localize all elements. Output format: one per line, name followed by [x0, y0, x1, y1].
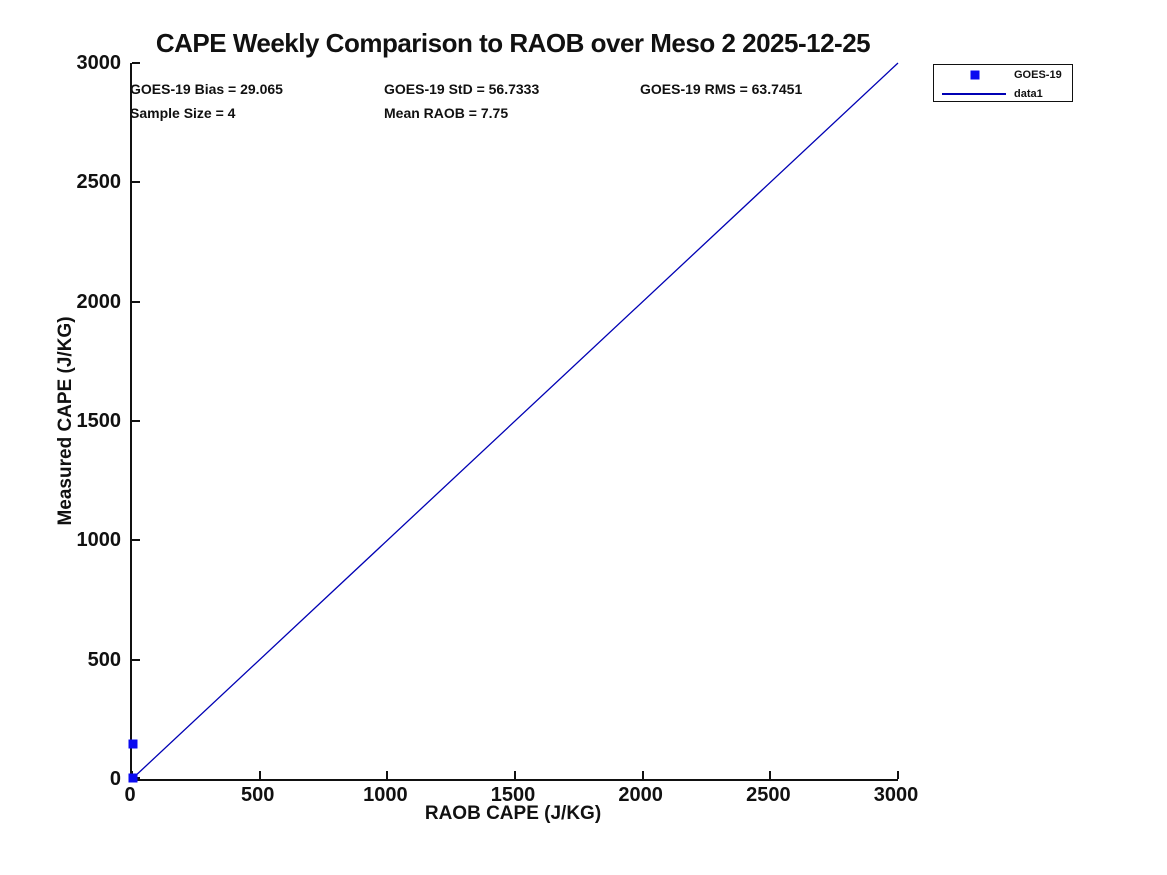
legend-box: GOES-19 data1: [933, 64, 1073, 102]
x-tick-label: 1000: [363, 784, 408, 806]
stat-std: GOES-19 StD = 56.7333: [384, 81, 540, 97]
y-tick-mark: [132, 181, 140, 184]
square-marker-icon: [970, 70, 980, 79]
y-tick-mark: [132, 420, 140, 422]
y-tick-label: 1000: [76, 529, 122, 552]
x-tick-mark: [897, 771, 899, 779]
data-point-marker: [128, 739, 138, 749]
stat-bias: GOES-19 Bias = 29.065: [130, 81, 283, 97]
legend-swatch-area: [934, 84, 1012, 103]
legend-label-data1: data1: [1014, 87, 1043, 100]
y-tick-label: 500: [87, 648, 121, 671]
legend-swatch-area: [934, 65, 1012, 84]
y-tick-mark: [132, 658, 140, 661]
plot-series-layer: [131, 62, 899, 780]
x-axis-label: RAOB CAPE (J/KG): [424, 803, 602, 824]
x-tick-mark: [258, 771, 261, 779]
stat-rms: GOES-19 RMS = 63.7451: [640, 81, 803, 97]
y-tick-label: 0: [109, 768, 121, 790]
chart-title: CAPE Weekly Comparison to RAOB over Meso…: [155, 28, 871, 58]
x-tick-label: 2500: [746, 784, 791, 806]
y-tick-label: 3000: [76, 52, 122, 74]
x-tick-mark: [769, 771, 772, 779]
x-tick-label: 2000: [618, 784, 663, 806]
x-tick-label: 1500: [490, 784, 536, 806]
line-swatch-icon: [942, 92, 1006, 95]
plot-area: [128, 62, 899, 783]
x-tick-mark: [514, 771, 516, 779]
stat-sample-size: Sample Size = 4: [130, 105, 236, 121]
y-tick-mark: [132, 300, 140, 303]
legend-item-data1: data1: [934, 84, 1072, 103]
legend-label-goes19: GOES-19: [1014, 68, 1062, 81]
stat-mean-raob: Mean RAOB = 7.75: [384, 105, 509, 121]
x-tick-mark: [641, 771, 644, 779]
data-point-marker: [128, 773, 138, 783]
x-tick-label: 0: [124, 784, 136, 806]
legend-item-goes19: GOES-19: [934, 65, 1072, 84]
x-tick-label: 500: [240, 784, 275, 806]
y-tick-mark: [132, 62, 140, 64]
x-tick-mark: [386, 771, 389, 779]
identity-line: [131, 62, 899, 780]
y-tick-label: 2500: [76, 171, 122, 194]
x-tick-label: 3000: [873, 784, 919, 806]
y-tick-label: 2000: [76, 290, 122, 313]
y-tick-mark: [132, 539, 140, 542]
y-tick-label: 1500: [76, 410, 122, 432]
